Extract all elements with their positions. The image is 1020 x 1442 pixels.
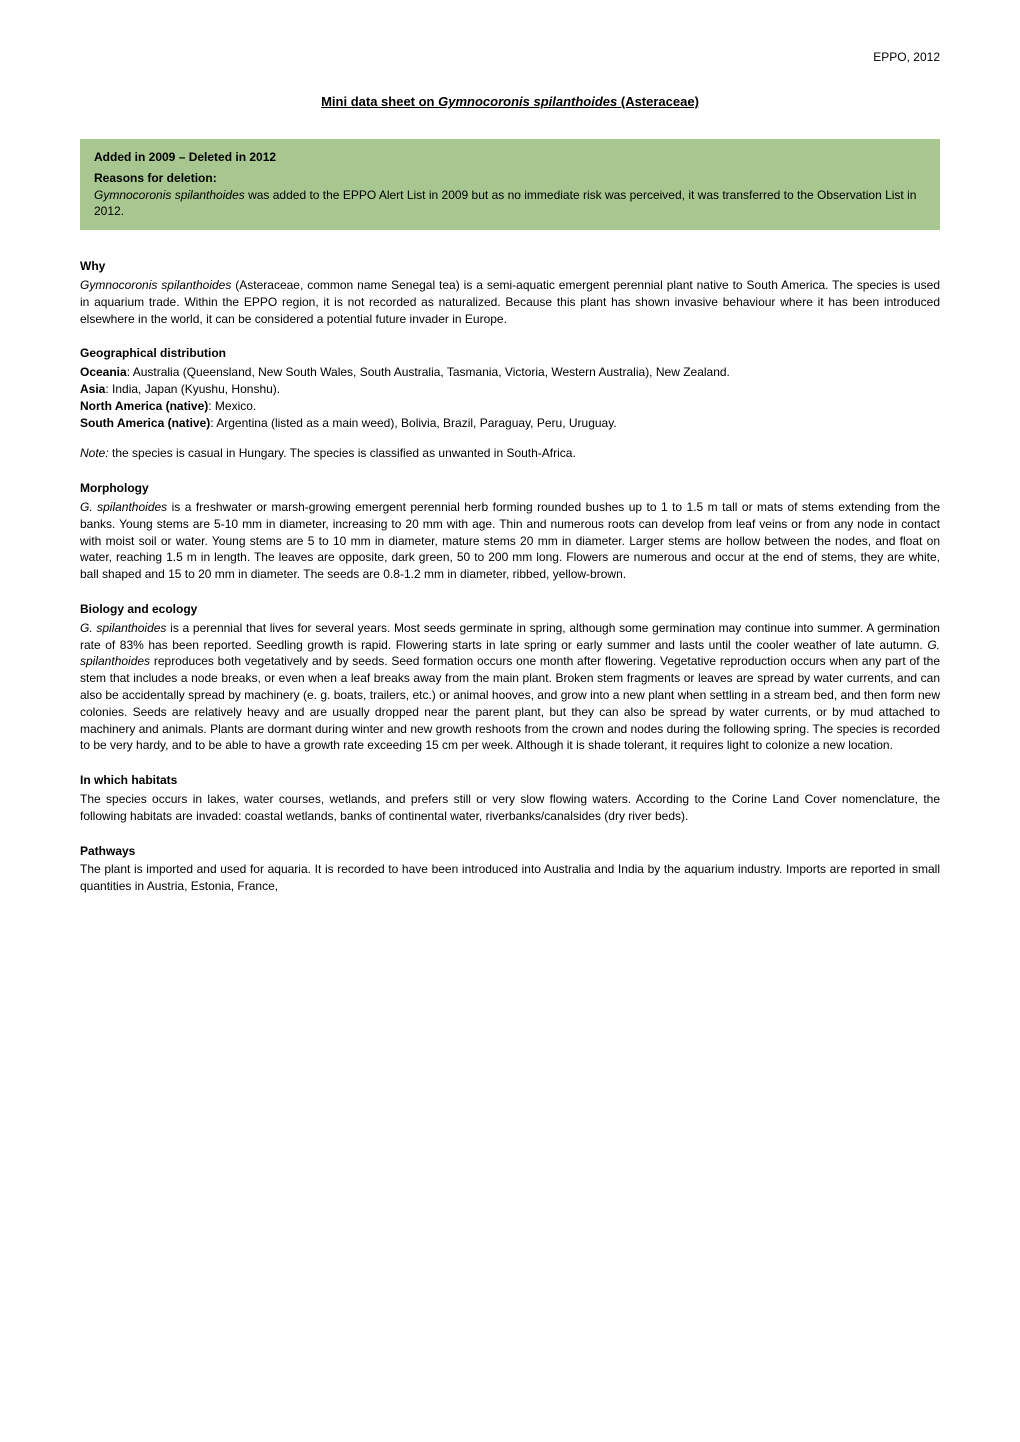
habitats-section: In which habitats The species occurs in … — [80, 772, 940, 824]
geo-note-text: the species is casual in Hungary. The sp… — [109, 446, 576, 460]
morphology-species-name: G. spilanthoides — [80, 500, 167, 514]
why-heading: Why — [80, 258, 940, 275]
document-title: Mini data sheet on Gymnocoronis spilanth… — [80, 94, 940, 109]
biology-body-1: is a perennial that lives for several ye… — [80, 621, 940, 652]
title-species: Gymnocoronis spilanthoides — [438, 94, 617, 109]
biology-section: Biology and ecology G. spilanthoides is … — [80, 601, 940, 754]
geo-line-samerica: South America (native): Argentina (liste… — [80, 415, 940, 432]
geo-region-label: North America (native) — [80, 399, 208, 413]
header-org-year: EPPO, 2012 — [80, 50, 940, 64]
geo-line-namerica: North America (native): Mexico. — [80, 398, 940, 415]
morphology-heading: Morphology — [80, 480, 940, 497]
geo-section: Geographical distribution Oceania: Austr… — [80, 345, 940, 462]
geo-region-label: Asia — [80, 382, 105, 396]
geo-heading: Geographical distribution — [80, 345, 940, 362]
biology-body-2: reproduces both vegetatively and by seed… — [80, 654, 940, 752]
geo-region-label: Oceania — [80, 365, 127, 379]
habitats-body: The species occurs in lakes, water cours… — [80, 791, 940, 825]
geo-region-text: : Australia (Queensland, New South Wales… — [127, 365, 730, 379]
morphology-body-rest: is a freshwater or marsh-growing emergen… — [80, 500, 940, 581]
callout-subheading: Reasons for deletion: — [94, 170, 926, 187]
why-section: Why Gymnocoronis spilanthoides (Asterace… — [80, 258, 940, 327]
pathways-section: Pathways The plant is imported and used … — [80, 843, 940, 895]
geo-line-asia: Asia: India, Japan (Kyushu, Honshu). — [80, 381, 940, 398]
title-suffix: (Asteraceae) — [617, 94, 699, 109]
morphology-body: G. spilanthoides is a freshwater or mars… — [80, 499, 940, 583]
callout-body: Gymnocoronis spilanthoides was added to … — [94, 187, 926, 221]
callout-heading: Added in 2009 – Deleted in 2012 — [94, 149, 926, 166]
geo-note-label: Note: — [80, 446, 109, 460]
morphology-section: Morphology G. spilanthoides is a freshwa… — [80, 480, 940, 583]
pathways-body: The plant is imported and used for aquar… — [80, 861, 940, 895]
callout-species-name: Gymnocoronis spilanthoides — [94, 188, 245, 202]
title-prefix: Mini data sheet on — [321, 94, 438, 109]
page-container: EPPO, 2012 Mini data sheet on Gymnocoron… — [0, 0, 1020, 1442]
geo-region-text: : India, Japan (Kyushu, Honshu). — [105, 382, 280, 396]
geo-region-label: South America (native) — [80, 416, 210, 430]
geo-line-oceania: Oceania: Australia (Queensland, New Sout… — [80, 364, 940, 381]
geo-note-line: Note: the species is casual in Hungary. … — [80, 445, 940, 462]
biology-heading: Biology and ecology — [80, 601, 940, 618]
pathways-heading: Pathways — [80, 843, 940, 860]
why-body: Gymnocoronis spilanthoides (Asteraceae, … — [80, 277, 940, 327]
biology-species-1: G. spilanthoides — [80, 621, 166, 635]
why-species-name: Gymnocoronis spilanthoides — [80, 278, 231, 292]
geo-region-text: : Argentina (listed as a main weed), Bol… — [210, 416, 616, 430]
geo-region-text: : Mexico. — [208, 399, 256, 413]
biology-body: G. spilanthoides is a perennial that liv… — [80, 620, 940, 754]
habitats-heading: In which habitats — [80, 772, 940, 789]
deletion-callout-box: Added in 2009 – Deleted in 2012 Reasons … — [80, 139, 940, 230]
